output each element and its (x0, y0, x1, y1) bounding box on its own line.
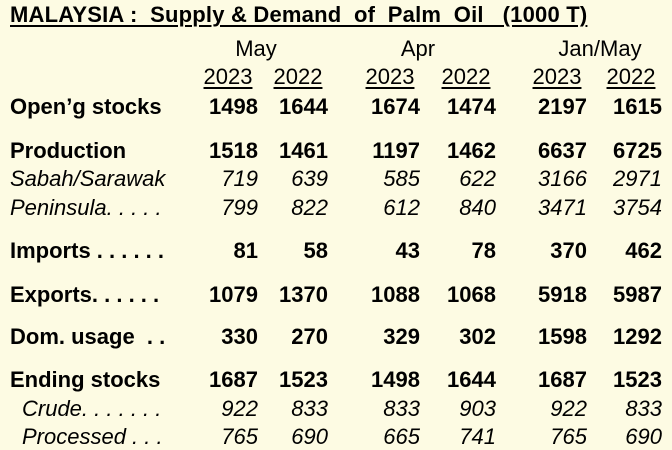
table-cell: 1687 (209, 367, 258, 392)
period-header-jan-may: Jan/May (558, 36, 642, 61)
table-cell: 833 (625, 396, 662, 421)
table-cell: 639 (291, 166, 328, 191)
table-cell: 81 (233, 238, 258, 263)
row-label-ending-stocks: Ending stocks (10, 367, 161, 392)
table-cell: 1461 (279, 138, 328, 163)
table-cell: 370 (550, 238, 587, 263)
year-header: 2023 (203, 64, 253, 89)
table-cell: 1644 (447, 367, 496, 392)
table-cell: 1462 (447, 138, 496, 163)
table-cell: 5918 (538, 282, 587, 307)
table-cell: 665 (383, 424, 420, 449)
table-cell: 1687 (538, 367, 587, 392)
table-cell: 622 (459, 166, 496, 191)
row-label-peninsula: Peninsula. . . . . (10, 195, 162, 220)
table-cell: 1292 (613, 324, 662, 349)
period-header-apr: Apr (400, 36, 436, 61)
table-cell: 690 (291, 424, 328, 449)
row-label-exports: Exports. . . . . . (10, 282, 160, 307)
table-cell: 741 (459, 424, 496, 449)
table-cell: 2197 (538, 94, 587, 119)
table-cell: 6637 (538, 138, 587, 163)
row-label-opening-stocks: Open’g stocks (10, 94, 162, 119)
table-cell: 1523 (279, 367, 328, 392)
table-cell: 1498 (371, 367, 420, 392)
period-header-may: May (235, 36, 277, 61)
year-header: 2023 (532, 64, 582, 89)
table-cell: 1197 (372, 138, 420, 163)
table-cell: 1088 (371, 282, 420, 307)
year-header: 2022 (606, 64, 656, 89)
table-cell: 302 (459, 324, 496, 349)
table-cell: 1615 (613, 94, 662, 119)
table-cell: 765 (221, 424, 258, 449)
row-label-processed: Processed . . . (22, 424, 163, 449)
table-cell: 1598 (538, 324, 587, 349)
table-cell: 1644 (279, 94, 328, 119)
year-header: 2022 (441, 64, 491, 89)
table-cell: 833 (383, 396, 420, 421)
table-cell: 1498 (209, 94, 258, 119)
table-cell: 922 (221, 396, 258, 421)
year-header: 2023 (365, 64, 415, 89)
row-label-production: Production (10, 138, 127, 163)
table-cell: 612 (383, 195, 420, 220)
table-cell: 2971 (613, 166, 662, 191)
row-label-dom-usage: Dom. usage . . (10, 324, 166, 349)
table-cell: 1068 (447, 282, 496, 307)
table-cell: 585 (383, 166, 420, 191)
table-cell: 58 (303, 238, 328, 263)
table-cell: 822 (291, 195, 328, 220)
table-cell: 1370 (279, 282, 328, 307)
table-cell: 3471 (538, 195, 587, 220)
table-cell: 78 (471, 238, 496, 263)
row-label-crude: Crude. . . . . . . (22, 396, 162, 421)
table-cell: 922 (550, 396, 587, 421)
table-cell: 5987 (613, 282, 662, 307)
table-cell: 3754 (613, 195, 662, 220)
table-cell: 3166 (538, 166, 587, 191)
table-cell: 1474 (447, 94, 496, 119)
table-cell: 43 (395, 238, 420, 263)
table-cell: 1674 (371, 94, 420, 119)
row-label-imports: Imports . . . . . . (10, 238, 165, 263)
table-cell: 462 (625, 238, 662, 263)
table-cell: 690 (625, 424, 662, 449)
table-cell: 1523 (613, 367, 662, 392)
table-cell: 719 (221, 166, 258, 191)
table-cell: 765 (550, 424, 587, 449)
table-cell: 840 (459, 195, 496, 220)
table-cell: 1518 (209, 138, 258, 163)
table-title: MALAYSIA : Supply & Demand of Palm Oil (… (10, 2, 588, 27)
table-cell: 799 (221, 195, 258, 220)
table-cell: 903 (459, 396, 496, 421)
table-cell: 330 (221, 324, 258, 349)
table-cell: 270 (291, 324, 328, 349)
table-cell: 833 (291, 396, 328, 421)
row-label-sabah-sarawak: Sabah/Sarawak (10, 166, 166, 191)
table-cell: 6725 (613, 138, 662, 163)
year-header: 2022 (273, 64, 323, 89)
table-cell: 1079 (209, 282, 258, 307)
table-cell: 329 (383, 324, 420, 349)
